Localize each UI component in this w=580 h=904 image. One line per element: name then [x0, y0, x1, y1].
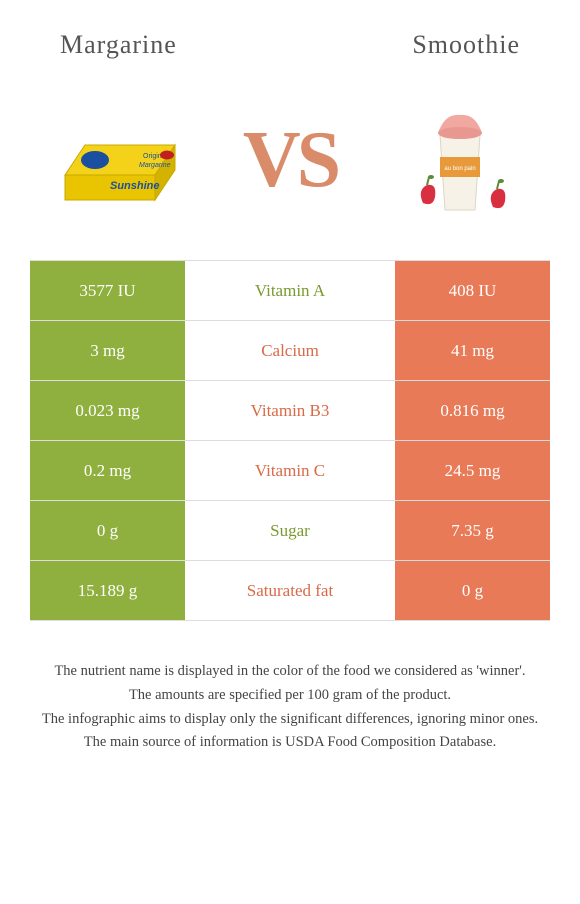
right-value: 24.5 mg	[395, 441, 550, 500]
right-value: 0.816 mg	[395, 381, 550, 440]
left-value: 15.189 g	[30, 561, 185, 620]
margarine-image: Sunshine Original Margarine	[40, 95, 200, 225]
footer-line: The main source of information is USDA F…	[20, 732, 560, 754]
nutrient-name: Sugar	[185, 501, 395, 560]
left-value: 0 g	[30, 501, 185, 560]
svg-text:au bon pain: au bon pain	[444, 166, 475, 172]
header: Margarine Smoothie	[0, 0, 580, 80]
left-value: 0.2 mg	[30, 441, 185, 500]
nutrient-name: Saturated fat	[185, 561, 395, 620]
left-food-title: Margarine	[60, 30, 177, 60]
svg-text:Sunshine: Sunshine	[110, 180, 160, 192]
footer-line: The amounts are specified per 100 gram o…	[20, 685, 560, 707]
svg-text:Margarine: Margarine	[139, 162, 171, 169]
left-value: 3 mg	[30, 321, 185, 380]
footer-line: The infographic aims to display only the…	[20, 709, 560, 731]
right-value: 7.35 g	[395, 501, 550, 560]
footer-line: The nutrient name is displayed in the co…	[20, 661, 560, 683]
images-row: Sunshine Original Margarine VS au bon pa…	[0, 80, 580, 260]
table-row: 15.189 gSaturated fat0 g	[30, 561, 550, 621]
table-row: 0.2 mgVitamin C24.5 mg	[30, 441, 550, 501]
right-value: 41 mg	[395, 321, 550, 380]
vs-label: VS	[243, 115, 337, 206]
nutrient-name: Vitamin C	[185, 441, 395, 500]
nutrient-name: Calcium	[185, 321, 395, 380]
table-row: 3 mgCalcium41 mg	[30, 321, 550, 381]
comparison-table: 3577 IUVitamin A408 IU3 mgCalcium41 mg0.…	[30, 260, 550, 621]
left-value: 3577 IU	[30, 261, 185, 320]
table-row: 0 gSugar7.35 g	[30, 501, 550, 561]
table-row: 0.023 mgVitamin B30.816 mg	[30, 381, 550, 441]
left-value: 0.023 mg	[30, 381, 185, 440]
smoothie-image: au bon pain	[380, 95, 540, 225]
nutrient-name: Vitamin A	[185, 261, 395, 320]
footer-notes: The nutrient name is displayed in the co…	[0, 621, 580, 754]
right-food-title: Smoothie	[412, 30, 520, 60]
right-value: 408 IU	[395, 261, 550, 320]
right-value: 0 g	[395, 561, 550, 620]
nutrient-name: Vitamin B3	[185, 381, 395, 440]
table-row: 3577 IUVitamin A408 IU	[30, 261, 550, 321]
